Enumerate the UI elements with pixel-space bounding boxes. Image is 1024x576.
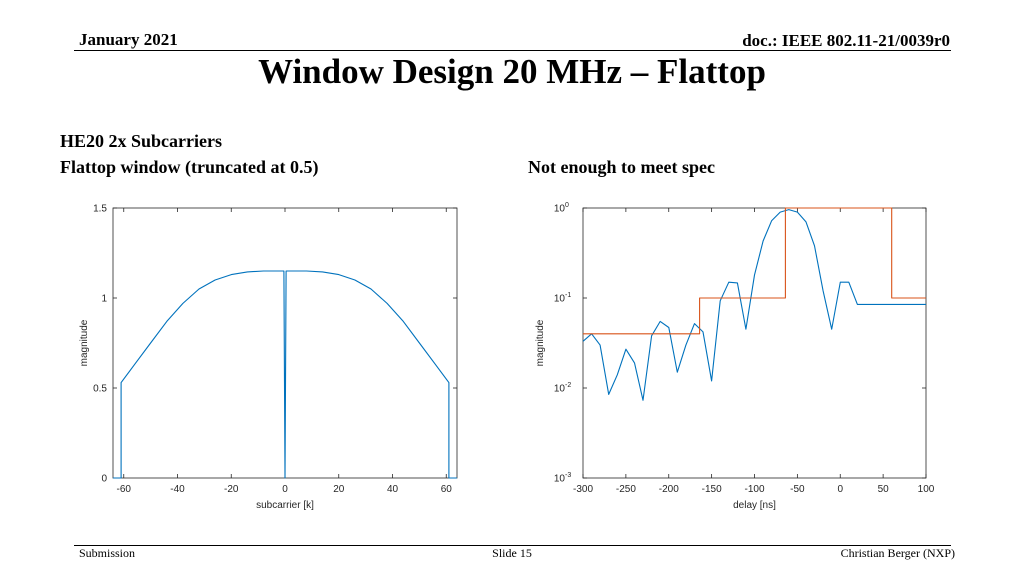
spec-mask-line: [583, 207, 926, 335]
subtitle-subcarriers: HE20 2x Subcarriers: [60, 131, 222, 151]
x-tick-label: 20: [333, 484, 345, 495]
footer-author: Christian Berger (NXP): [840, 546, 955, 560]
header-date: January 2021: [79, 30, 178, 49]
y-tick-label-exponent: -2: [565, 382, 571, 389]
y-tick-label-base: 10: [554, 474, 566, 485]
subtitle-spec-note: Not enough to meet spec: [528, 157, 715, 177]
header-doc-id: doc.: IEEE 802.11-21/0039r0: [742, 31, 950, 50]
x-tick-label: -200: [659, 484, 679, 495]
y-tick-label: 1.5: [93, 204, 107, 215]
x-axis-label: subcarrier [k]: [256, 500, 314, 511]
x-axis-label: delay [ns]: [733, 500, 776, 511]
footer-rule: [74, 545, 951, 546]
x-tick-label: -150: [702, 484, 722, 495]
header-rule: [74, 50, 951, 51]
x-tick-label: -40: [170, 484, 185, 495]
x-tick-label: -50: [790, 484, 805, 495]
slide-title: Window Design 20 MHz – Flattop: [258, 52, 766, 91]
series-line: [582, 209, 926, 401]
series-line: [113, 270, 457, 479]
y-tick-label: 1: [101, 294, 107, 305]
y-axis-label: magnitude: [79, 319, 90, 366]
plot-area-frame: [582, 207, 927, 479]
x-tick-label: 0: [282, 484, 288, 495]
y-tick-label-exponent: -3: [565, 472, 571, 479]
y-tick-label-base: 10: [554, 204, 566, 215]
x-tick-label: 0: [837, 484, 843, 495]
y-tick-label-base: 10: [554, 384, 566, 395]
x-tick-label: 100: [918, 484, 935, 495]
y-tick-label: 0.5: [93, 384, 107, 395]
x-tick-label: -60: [117, 484, 132, 495]
x-tick-label: -250: [616, 484, 636, 495]
x-tick-label: 60: [441, 484, 453, 495]
footer-submission: Submission: [79, 546, 136, 560]
x-tick-label: -300: [573, 484, 593, 495]
y-tick-label-exponent: 0: [565, 202, 569, 209]
y-tick-label: 0: [101, 474, 107, 485]
y-tick-label-exponent: -1: [565, 292, 571, 299]
y-axis-label: magnitude: [535, 319, 546, 366]
x-tick-label: 50: [878, 484, 890, 495]
footer-slide-number: Slide 15: [492, 546, 532, 560]
x-tick-label: -100: [744, 484, 764, 495]
x-tick-label: -20: [224, 484, 239, 495]
subtitle-window: Flattop window (truncated at 0.5): [60, 157, 319, 177]
y-tick-label-base: 10: [554, 294, 566, 305]
x-tick-label: 40: [387, 484, 399, 495]
